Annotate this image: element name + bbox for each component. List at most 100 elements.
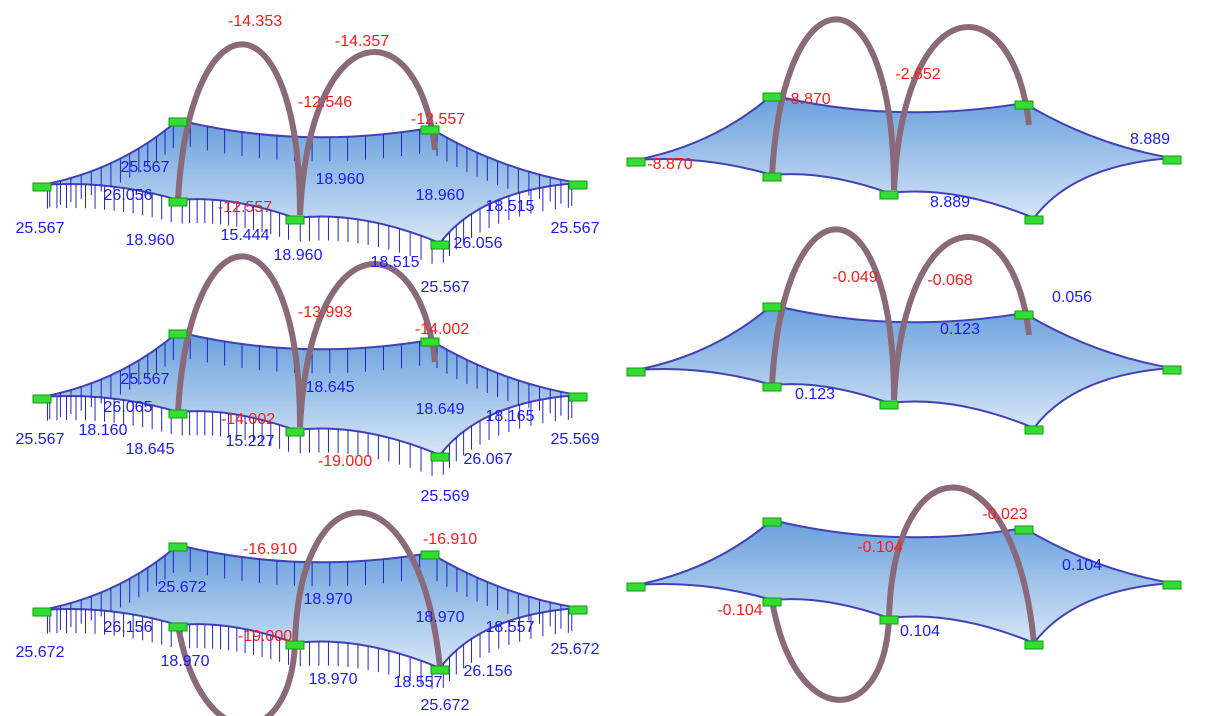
- support: [1163, 156, 1181, 164]
- value-label: -14.357: [335, 33, 389, 50]
- support: [880, 401, 898, 409]
- value-label: -8.870: [785, 91, 830, 108]
- support: [763, 173, 781, 181]
- value-label: 18.960: [126, 232, 175, 249]
- value-label: -14.353: [228, 13, 282, 30]
- value-label: -0.068: [927, 272, 972, 289]
- value-label: 0.056: [1052, 289, 1092, 306]
- value-label: 15.444: [221, 227, 270, 244]
- support: [169, 330, 187, 338]
- support: [763, 598, 781, 606]
- value-label: -14.002: [415, 321, 469, 338]
- support: [431, 241, 449, 249]
- support: [1025, 216, 1043, 224]
- support: [33, 183, 51, 191]
- value-label: -13.993: [298, 304, 352, 321]
- value-label: 25.672: [421, 697, 470, 714]
- support: [286, 216, 304, 224]
- value-label: 0.123: [795, 386, 835, 403]
- value-label: 18.515: [486, 198, 535, 215]
- value-label: -0.104: [717, 602, 762, 619]
- value-label: 18.960: [274, 247, 323, 264]
- value-label: 25.567: [16, 431, 65, 448]
- value-label: 25.672: [158, 579, 207, 596]
- value-label: 18.645: [126, 441, 175, 458]
- support: [169, 410, 187, 418]
- support: [1025, 641, 1043, 649]
- value-label: 26.067: [464, 451, 513, 468]
- support: [421, 338, 439, 346]
- value-label: -0.104: [857, 539, 902, 556]
- value-label: -19.000: [238, 628, 292, 645]
- value-label: -8.870: [647, 156, 692, 173]
- value-label: 18.649: [416, 401, 465, 418]
- value-label: 26.056: [454, 235, 503, 252]
- support: [1025, 426, 1043, 434]
- diagram: -14.353-14.357-12.546-12.557-12.55725.56…: [0, 0, 1206, 716]
- value-label: 18.557: [486, 619, 535, 636]
- structure: [33, 44, 587, 263]
- value-label: 25.567: [121, 371, 170, 388]
- support: [627, 158, 645, 166]
- value-label: 0.104: [900, 623, 940, 640]
- value-label: 25.567: [421, 279, 470, 296]
- value-label: 18.960: [316, 171, 365, 188]
- support: [627, 368, 645, 376]
- value-label: 26.065: [104, 399, 153, 416]
- value-label: -14.002: [221, 411, 275, 428]
- structure: [33, 256, 587, 475]
- value-label: -2.652: [895, 66, 940, 83]
- support: [880, 616, 898, 624]
- support: [569, 606, 587, 614]
- arch: [772, 600, 889, 700]
- value-label: 25.569: [421, 488, 470, 505]
- value-label: 0.123: [940, 321, 980, 338]
- support: [421, 551, 439, 559]
- support: [1163, 581, 1181, 589]
- support: [569, 181, 587, 189]
- value-label: -0.023: [982, 506, 1027, 523]
- value-label: 25.567: [121, 159, 170, 176]
- value-label: -16.910: [423, 531, 477, 548]
- value-label: 26.056: [104, 187, 153, 204]
- support: [431, 666, 449, 674]
- support: [1163, 366, 1181, 374]
- support: [286, 428, 304, 436]
- value-label: 25.672: [16, 644, 65, 661]
- value-label: 25.569: [551, 431, 600, 448]
- support: [431, 453, 449, 461]
- support: [169, 118, 187, 126]
- value-label: 18.557: [394, 674, 443, 691]
- support: [763, 303, 781, 311]
- support: [627, 583, 645, 591]
- support: [763, 518, 781, 526]
- value-label: 26.156: [104, 619, 153, 636]
- value-label: 18.165: [486, 408, 535, 425]
- support: [169, 543, 187, 551]
- value-label: 26.156: [464, 663, 513, 680]
- value-label: -0.049: [832, 269, 877, 286]
- value-label: 25.672: [551, 641, 600, 658]
- value-label: 18.645: [306, 379, 355, 396]
- structure: [627, 19, 1181, 224]
- value-label: 18.515: [371, 254, 420, 271]
- value-label: 18.960: [416, 187, 465, 204]
- value-label: 8.889: [1130, 131, 1170, 148]
- value-label: 18.970: [304, 591, 353, 608]
- structure: [627, 487, 1181, 699]
- support: [169, 623, 187, 631]
- support: [1015, 101, 1033, 109]
- support: [1015, 311, 1033, 319]
- value-label: 18.970: [416, 609, 465, 626]
- value-label: 15.227: [226, 433, 275, 450]
- value-label: 25.567: [551, 220, 600, 237]
- value-label: 18.970: [161, 653, 210, 670]
- value-label: -16.910: [243, 541, 297, 558]
- value-label: -12.557: [411, 111, 465, 128]
- support: [569, 393, 587, 401]
- value-label: 18.160: [79, 422, 128, 439]
- support: [169, 198, 187, 206]
- structure: [627, 229, 1181, 434]
- value-label: -12.546: [298, 94, 352, 111]
- support: [33, 395, 51, 403]
